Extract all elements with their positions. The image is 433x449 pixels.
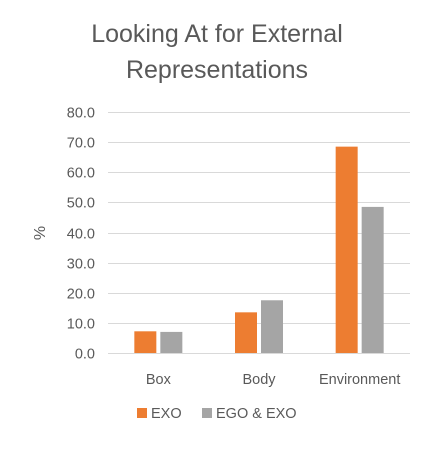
y-axis-tick-labels: 0.0 10.0 20.0 30.0 40.0 50.0 60.0 70.0 80.0: [67, 106, 95, 363]
legend-label-exo: EXO: [151, 406, 182, 422]
legend: EXO EGO & EXO: [137, 406, 297, 422]
x-category-label: Environment: [319, 372, 400, 388]
bar-ego-exo-environment: [361, 206, 384, 353]
y-tick-label: 70.0: [67, 136, 95, 152]
chart-title-line-1: Looking At for External: [91, 20, 343, 48]
x-category-label: Body: [242, 372, 276, 388]
y-tick-label: 80.0: [67, 106, 95, 122]
gridlines: [108, 112, 410, 354]
legend-swatch-exo: [137, 408, 147, 418]
bar-ego-exo-box: [160, 331, 183, 353]
y-tick-label: 50.0: [67, 196, 95, 212]
x-axis-category-labels: Box Body Environment: [146, 372, 401, 388]
y-tick-label: 30.0: [67, 257, 95, 273]
chart-title-line-2: Representations: [126, 56, 308, 84]
x-category-label: Box: [146, 372, 172, 388]
y-axis-title: %: [32, 226, 49, 240]
bars: [134, 146, 384, 353]
bar-ego-exo-body: [261, 300, 283, 353]
bar-exo-body: [235, 312, 257, 353]
legend-swatch-ego-exo: [202, 408, 212, 418]
bar-exo-box: [134, 331, 157, 353]
legend-label-ego-exo: EGO & EXO: [216, 406, 297, 422]
bar-exo-environment: [335, 146, 358, 353]
y-tick-label: 0.0: [75, 347, 95, 363]
y-tick-label: 20.0: [67, 287, 95, 303]
y-tick-label: 40.0: [67, 227, 95, 243]
y-tick-label: 10.0: [67, 317, 95, 333]
y-tick-label: 60.0: [67, 166, 95, 182]
